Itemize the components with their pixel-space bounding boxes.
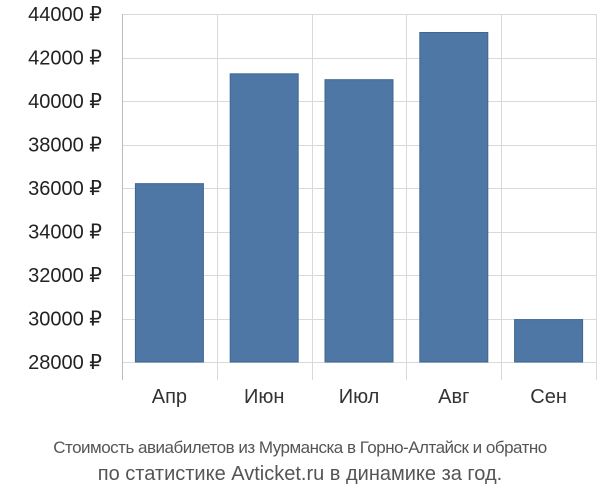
x-axis-tick-labels: Апр Июн Июл Авг Сен [152,386,567,408]
y-tick-label-3: 34000 ₽ [28,222,102,244]
y-tick-label-1: 30000 ₽ [28,309,102,331]
y-tick-label-2: 32000 ₽ [28,265,102,287]
y-axis-tick-labels: 28000 ₽ 30000 ₽ 32000 ₽ 34000 ₽ 36000 ₽ 38000… [28,4,102,374]
bars [134,31,584,363]
bar-Июн [229,73,299,363]
y-tick-label-5: 38000 ₽ [28,135,102,157]
bar-Сен [514,319,584,363]
bar-Апр [134,183,204,363]
caption-line-1: Стоимость авиабилетов из Мурманска в Гор… [53,438,547,457]
bar-chart: 28000 ₽ 30000 ₽ 32000 ₽ 34000 ₽ 36000 ₽ 38000… [28,4,597,408]
x-tick-label-2: Июл [339,386,380,408]
y-tick-label-0: 28000 ₽ [28,352,102,374]
chart-caption: Стоимость авиабилетов из Мурманска в Гор… [0,434,600,488]
y-tick-label-7: 42000 ₽ [28,48,102,70]
y-tick-label-6: 40000 ₽ [28,91,102,113]
x-tick-label-3: Авг [438,386,469,408]
x-tick-label-0: Апр [152,386,187,408]
bar-Июл [324,79,394,363]
bar-Авг [419,31,489,363]
x-tick-label-4: Сен [530,386,567,408]
y-tick-label-4: 36000 ₽ [28,178,102,200]
y-tick-label-8: 44000 ₽ [28,4,102,26]
caption-line-2: по статистике Avticket.ru в динамике за … [97,463,503,485]
x-tick-label-1: Июн [244,386,284,408]
